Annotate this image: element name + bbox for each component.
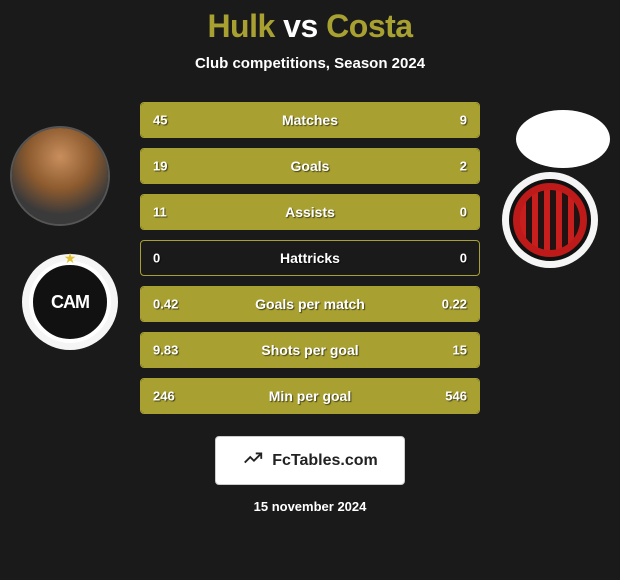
club-left-initials: CAM <box>51 292 89 313</box>
stat-value-left: 0 <box>153 251 160 266</box>
stat-row: 45 Matches 9 <box>140 102 480 138</box>
stat-value-right: 15 <box>453 343 467 358</box>
stats-container: 45Matches919Goals211Assists00Hattricks00… <box>140 102 480 414</box>
stat-value-left: 11 <box>153 205 167 220</box>
stat-value-right: 546 <box>445 389 467 404</box>
chart-icon <box>242 447 264 474</box>
subtitle: Club competitions, Season 2024 <box>195 55 425 72</box>
stat-value-left: 45 <box>153 113 167 128</box>
stat-label: Hattricks <box>280 250 340 266</box>
stat-value-left: 246 <box>153 389 175 404</box>
stat-fill-right <box>422 103 479 137</box>
stat-row: 11 Assists 0 <box>140 194 480 230</box>
brand-badge: FcTables.com <box>215 436 405 485</box>
stat-value-left: 0.42 <box>153 297 178 312</box>
player-right-name: Costa <box>326 8 412 44</box>
stat-label: Goals per match <box>255 296 365 312</box>
stat-label: Min per goal <box>269 388 351 404</box>
vs-separator: vs <box>283 8 318 44</box>
stat-label: Shots per goal <box>261 342 358 358</box>
stat-value-right: 9 <box>460 113 467 128</box>
player-left-photo <box>10 126 110 226</box>
stat-label: Assists <box>285 204 335 220</box>
stat-row: 19 Goals 2 <box>140 148 480 184</box>
stat-value-right: 0.22 <box>442 297 467 312</box>
stat-value-left: 9.83 <box>153 343 178 358</box>
page-title: Hulk vs Costa <box>207 8 412 45</box>
stat-row: 9.83 Shots per goal 15 <box>140 332 480 368</box>
brand-label: FcTables.com <box>272 452 378 470</box>
stat-row: 0.42 Goals per match 0.22 <box>140 286 480 322</box>
stat-value-right: 0 <box>460 251 467 266</box>
date-label: 15 november 2024 <box>254 499 367 514</box>
stat-label: Matches <box>282 112 338 128</box>
club-badge-right <box>502 172 598 268</box>
stat-value-left: 19 <box>153 159 167 174</box>
stat-row: 0 Hattricks 0 <box>140 240 480 276</box>
club-badge-left: ★ CAM <box>22 254 118 350</box>
player-left-name: Hulk <box>207 8 274 44</box>
stat-row: 246 Min per goal 546 <box>140 378 480 414</box>
stat-label: Goals <box>291 158 330 174</box>
stat-value-right: 2 <box>460 159 467 174</box>
stat-value-right: 0 <box>460 205 467 220</box>
star-icon: ★ <box>64 250 77 267</box>
player-right-flag <box>516 110 610 168</box>
